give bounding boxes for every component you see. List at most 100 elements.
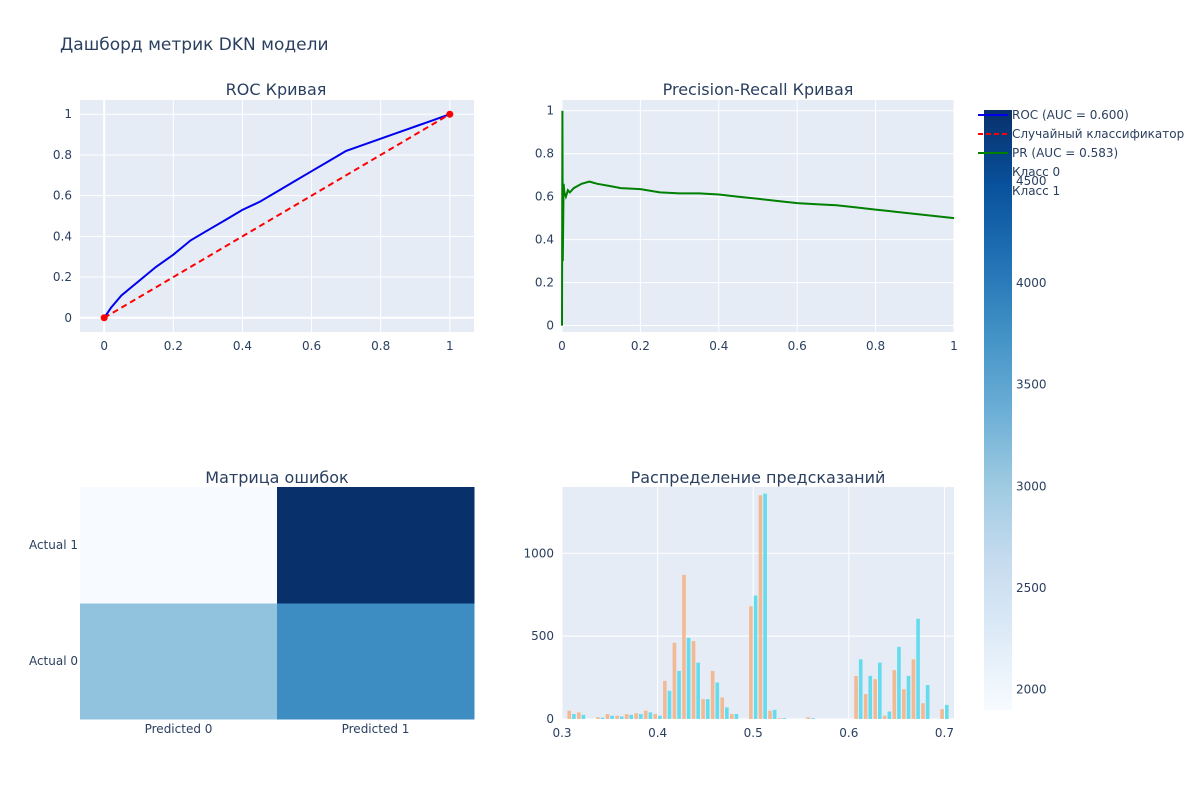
histogram-bar (705, 699, 710, 719)
x-tick-label: 0.5 (744, 726, 763, 740)
y-tick-label: 0.2 (53, 270, 72, 284)
histogram-bar (677, 670, 681, 719)
pr-title: Precision-Recall Кривая (663, 80, 854, 99)
histogram-bar (944, 704, 949, 719)
histogram-bar (686, 637, 691, 719)
histogram-bar (629, 714, 634, 719)
histogram-bar (868, 675, 873, 719)
histogram-bar (806, 717, 811, 719)
x-tick-label: 0 (100, 339, 108, 353)
colorbar-tick-label: 4000 (1016, 276, 1047, 290)
y-tick-label: 1 (546, 104, 554, 118)
histogram-bar (615, 715, 619, 719)
figure-title: Дашборд метрик DKN модели (60, 35, 329, 55)
y-tick-label: 0 (64, 311, 72, 325)
x-tick-label: 1 (446, 339, 454, 353)
histogram-bar (940, 709, 944, 719)
y-tick-label: 0.6 (53, 189, 72, 203)
histogram-bar (882, 715, 887, 719)
histogram-bar (763, 493, 767, 719)
x-tick-label: 0 (558, 339, 566, 353)
histogram-bar (653, 714, 658, 719)
histogram-bar (768, 710, 772, 719)
legend-item[interactable]: PR (AUC = 0.583) (978, 146, 1118, 160)
legend-item[interactable]: Класс 0 (1012, 165, 1060, 179)
histogram-bar (658, 715, 662, 719)
x-tick-label: 0.4 (233, 339, 252, 353)
colorbar-gradient (984, 110, 1012, 710)
roc-title: ROC Кривая (226, 80, 327, 99)
y-tick-label: Actual 0 (29, 654, 78, 668)
histogram-bar (643, 710, 648, 719)
histogram-bar (682, 574, 686, 719)
histogram-bar (897, 646, 901, 719)
histogram-bar (921, 703, 925, 719)
histogram-bar (892, 670, 897, 719)
histogram-bar (906, 675, 911, 719)
histogram-bar (619, 716, 624, 719)
histogram-bar (858, 659, 863, 719)
histogram-bar (729, 714, 734, 719)
cm-title: Матрица ошибок (205, 468, 349, 487)
histogram-bar (576, 712, 581, 719)
histogram-bar (581, 714, 586, 719)
y-tick-label: 500 (531, 629, 554, 643)
colorbar: 2000 2500 3000 3500 4000 4500 (984, 110, 1047, 710)
series-line (561, 110, 955, 326)
x-tick-label: 0.3 (552, 726, 571, 740)
plot-area (562, 487, 954, 719)
y-tick-label: 0 (546, 712, 554, 726)
histogram-bar (811, 718, 815, 719)
x-tick-label: 0.6 (788, 339, 807, 353)
histogram-bar (916, 618, 920, 719)
histogram-bar (600, 717, 605, 719)
histogram-bar (715, 682, 720, 719)
x-tick-label: 0.2 (631, 339, 650, 353)
plot-area (562, 100, 954, 332)
x-tick-label: 0.4 (648, 726, 667, 740)
y-tick-label: 1 (64, 107, 72, 121)
pr-chart: Precision-Recall Кривая 0 0.2 0.4 0.6 0.8 1 0 0… (535, 80, 958, 353)
legend-item[interactable]: Класс 1 (1012, 184, 1060, 198)
x-tick-label: Predicted 0 (145, 722, 213, 736)
x-tick-label: 0.8 (371, 339, 390, 353)
histogram-bar (605, 714, 610, 719)
series-line (103, 113, 451, 319)
histogram-bar (663, 680, 667, 719)
histogram-bar (701, 699, 705, 719)
colorbar-tick-label: 2500 (1016, 581, 1047, 595)
roc-chart: ROC Кривая 0 0.2 0.4 0.6 0.8 1 0 0.2 0.4 0.6 0.8 1 (53, 80, 474, 353)
confusion-matrix: Матрица ошибок Predicted 0 Predicted 1 Act… (29, 468, 475, 736)
x-tick-label: 1 (950, 339, 958, 353)
legend-label: Класс 1 (1012, 184, 1060, 198)
legend-item[interactable]: Случайный классификатор (978, 127, 1184, 141)
histogram-bar (878, 662, 882, 719)
histogram-bar (672, 642, 677, 719)
legend-label: ROC (AUC = 0.600) (1012, 108, 1129, 122)
colorbar-tick-label: 3500 (1016, 378, 1047, 392)
x-tick-label: Predicted 1 (342, 722, 410, 736)
histogram-bar (691, 641, 696, 719)
legend-item[interactable]: ROC (AUC = 0.600) (978, 108, 1129, 122)
legend[interactable]: ROC (AUC = 0.600) Случайный классификатор… (978, 108, 1184, 198)
histogram-bar (887, 711, 892, 719)
heatmap-cell (277, 603, 475, 720)
y-tick-label: 1000 (523, 546, 554, 560)
colorbar-tick-label: 3000 (1016, 479, 1047, 493)
y-tick-label: 0.8 (535, 147, 554, 161)
x-tick-label: 0.7 (935, 726, 954, 740)
histogram-bar (777, 718, 782, 719)
x-tick-label: 0.8 (866, 339, 885, 353)
heatmap-cell (80, 487, 278, 604)
legend-label: Случайный классификатор (1012, 127, 1184, 141)
y-tick-label: Actual 1 (29, 538, 78, 552)
prediction-histogram: Распределение предсказаний 0 500 1000 0.3 0.… (523, 468, 954, 740)
x-tick-label: 0.2 (164, 339, 183, 353)
y-tick-label: 0.4 (535, 233, 554, 247)
y-tick-label: 0.6 (535, 190, 554, 204)
histogram-bar (854, 675, 858, 719)
histogram-bar (667, 690, 672, 719)
histogram-bar (753, 595, 758, 719)
y-tick-label: 0.4 (53, 229, 72, 243)
